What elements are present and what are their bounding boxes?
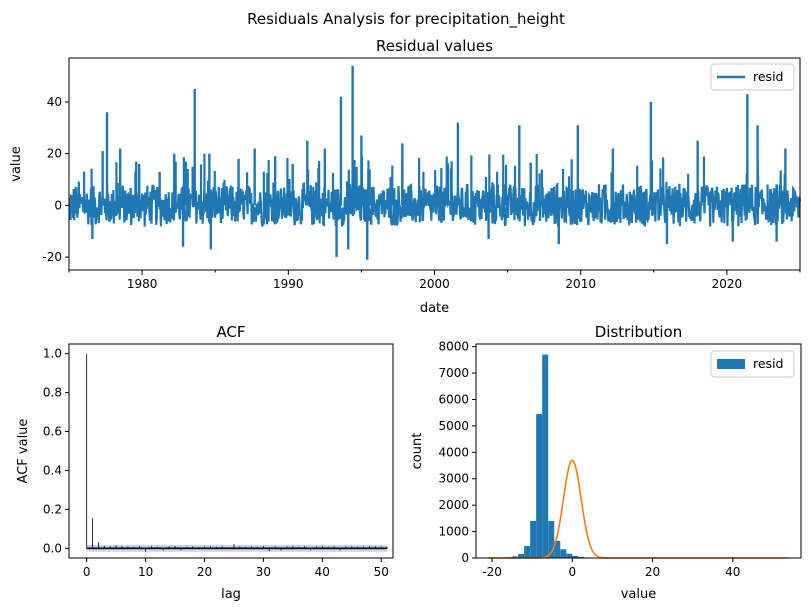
y-tick-label: 0.8 xyxy=(43,386,62,400)
acf-title: ACF xyxy=(216,323,245,341)
y-tick-label: 8000 xyxy=(438,340,469,354)
y-tick-label: 0.6 xyxy=(43,425,62,439)
y-tick-label: 4000 xyxy=(438,445,469,459)
hist-bar xyxy=(542,355,548,558)
hist-bar xyxy=(536,414,542,558)
y-tick-label: 3000 xyxy=(438,472,469,486)
x-tick-label: 0 xyxy=(83,565,91,579)
x-tick-label: 2020 xyxy=(712,277,743,291)
y-tick-label: 0 xyxy=(461,551,469,565)
y-tick-label: 2000 xyxy=(438,498,469,512)
y-tick-label: 40 xyxy=(47,95,62,109)
y-tick-label: -20 xyxy=(42,250,62,264)
residual-title: Residual values xyxy=(376,37,493,55)
acf-ylabel: ACF value xyxy=(16,419,31,484)
x-tick-label: 40 xyxy=(725,565,740,579)
x-tick-label: 20 xyxy=(197,565,212,579)
hist-bar xyxy=(524,546,530,558)
residual-ylabel: value xyxy=(9,146,24,182)
dist-xlabel: value xyxy=(621,587,657,602)
x-tick-label: 1980 xyxy=(127,277,158,291)
dist-legend-swatch xyxy=(717,359,745,369)
y-tick-label: 1.0 xyxy=(43,347,62,361)
y-tick-label: 20 xyxy=(47,147,62,161)
x-tick-label: 50 xyxy=(374,565,389,579)
dist-ylabel: count xyxy=(410,433,425,470)
x-tick-label: 30 xyxy=(256,565,271,579)
y-tick-label: 0.4 xyxy=(43,463,62,477)
figure-suptitle: Residuals Analysis for precipitation_hei… xyxy=(247,10,565,29)
x-tick-label: 40 xyxy=(315,565,330,579)
x-tick-label: -20 xyxy=(482,565,502,579)
dist-title: Distribution xyxy=(595,323,683,341)
residual-xlabel: date xyxy=(420,301,449,316)
hist-bar xyxy=(566,554,572,558)
y-tick-label: 1000 xyxy=(438,525,469,539)
y-tick-label: 7000 xyxy=(438,366,469,380)
dist-legend: resid xyxy=(711,351,794,377)
y-tick-label: 0.0 xyxy=(43,541,62,555)
residual-legend: resid xyxy=(711,64,794,90)
y-tick-label: 0.2 xyxy=(43,502,62,516)
x-tick-label: 1990 xyxy=(273,277,304,291)
x-tick-label: 2010 xyxy=(565,277,596,291)
x-tick-label: 10 xyxy=(138,565,153,579)
y-tick-label: 6000 xyxy=(438,392,469,406)
y-tick-label: 5000 xyxy=(438,419,469,433)
acf-xlabel: lag xyxy=(221,587,241,602)
x-tick-label: 0 xyxy=(568,565,576,579)
residual-legend-label: resid xyxy=(753,69,783,84)
x-tick-label: 2000 xyxy=(419,277,450,291)
hist-bar xyxy=(530,521,536,558)
y-tick-label: 0 xyxy=(54,198,62,212)
dist-legend-label: resid xyxy=(753,356,783,371)
hist-bar xyxy=(560,549,566,558)
x-tick-label: 20 xyxy=(645,565,660,579)
